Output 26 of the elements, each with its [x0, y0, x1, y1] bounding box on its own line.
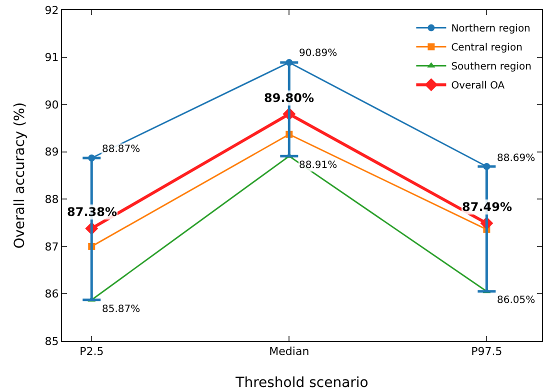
y-tick-label: 87	[44, 240, 59, 254]
legend-label: Central region	[451, 42, 522, 54]
y-tick-label: 91	[44, 51, 59, 64]
legend-label: Northern region	[451, 24, 530, 35]
y-tick-label: 92	[44, 4, 59, 17]
data-label: 90.89%	[299, 48, 338, 59]
data-label: 86.05%	[497, 295, 536, 306]
y-tick-label: 86	[44, 288, 59, 301]
data-label: 88.87%	[102, 144, 140, 155]
y-tick-label: 90	[44, 98, 59, 112]
data-label: 88.69%	[497, 153, 536, 164]
y-axis-title: Overall accuracy (%)	[12, 102, 28, 249]
data-label: 85.87%	[102, 304, 140, 315]
data-label: 87.49%	[462, 200, 512, 214]
data-label: 88.91%	[299, 160, 338, 171]
data-label: 89.80%	[264, 91, 314, 105]
y-tick-label: 89	[44, 146, 59, 159]
x-axis-title: Threshold scenario	[234, 375, 368, 391]
legend-label: Southern region	[451, 62, 532, 73]
x-tick-label: P2.5	[80, 345, 104, 358]
data-label: 87.38%	[67, 205, 117, 219]
x-tick-label: P97.5	[471, 345, 502, 358]
x-tick-label: Median	[269, 345, 310, 358]
legend-label: Overall OA	[451, 80, 505, 92]
y-tick-label: 88	[44, 192, 59, 206]
y-tick-label: 85	[44, 334, 59, 348]
